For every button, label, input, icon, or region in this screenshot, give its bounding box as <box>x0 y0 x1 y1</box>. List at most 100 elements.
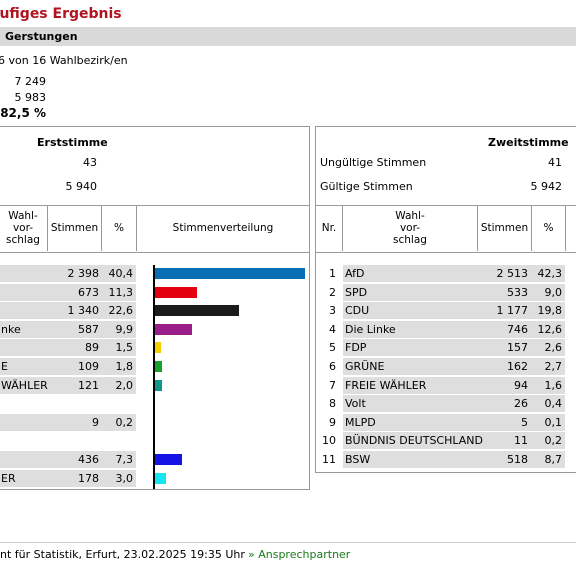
table-row <box>0 451 136 468</box>
party-name: FREIE WÄHLER <box>345 379 427 392</box>
party-name: ER <box>1 472 16 485</box>
table-row <box>343 432 565 449</box>
zweitstimme-panel: Zweitstimme Ungültige Stimmen 41 Gültige… <box>315 126 576 473</box>
party-name: AfD <box>345 267 365 280</box>
prozent-value: 11,3 <box>108 286 134 299</box>
table-row <box>343 395 565 412</box>
erststimme-ungueltig: 43 <box>83 156 97 169</box>
prozent-value: 9,0 <box>544 286 563 299</box>
stimmen-value: 157 <box>507 341 528 354</box>
table-row <box>343 321 565 338</box>
stimmen-bar <box>155 361 162 372</box>
zweitstimme-gueltig-label: Gültige Stimmen <box>320 180 413 193</box>
chart-axis <box>153 265 155 489</box>
header-nr: Nr. <box>321 222 337 234</box>
header-stimmen: Stimmen <box>50 222 99 234</box>
stimmen-value <box>51 395 99 412</box>
table-row <box>0 302 136 319</box>
prozent-value: 12,6 <box>537 323 563 336</box>
table-row <box>0 284 136 301</box>
wahlbeteiligung-value: 82,5 % <box>0 106 46 120</box>
page-title: äufiges Ergebnis <box>0 6 122 22</box>
prozent-value: 9,9 <box>115 323 134 336</box>
stimmen-value: 178 <box>78 472 99 485</box>
prozent-value: 1,6 <box>544 379 563 392</box>
header-prozent: % <box>114 222 124 234</box>
stimmen-value: 746 <box>507 323 528 336</box>
prozent-value: 2,0 <box>115 379 134 392</box>
stimmen-value: 533 <box>507 286 528 299</box>
footer-divider <box>0 542 576 543</box>
stimmen-value: 1 340 <box>67 304 100 317</box>
stimmen-bar <box>155 287 197 298</box>
stimmen-bar <box>155 305 239 316</box>
zweitstimme-ungueltig-label: Ungültige Stimmen <box>320 156 427 169</box>
party-name: CDU <box>345 304 370 317</box>
table-row <box>343 358 565 375</box>
prozent-value: 0,2 <box>544 434 563 447</box>
party-name: BÜNDNIS DEUTSCHLAND <box>345 434 483 447</box>
table-row <box>0 339 136 356</box>
prozent-value: 1,5 <box>115 341 134 354</box>
erststimme-header-row <box>0 205 309 253</box>
erststimme-gueltig: 5 940 <box>65 180 98 193</box>
stimmen-value: 26 <box>514 397 528 410</box>
prozent-value: 42,3 <box>537 267 563 280</box>
stimmen-bar <box>155 342 161 353</box>
table-row <box>0 265 136 282</box>
prozent-value: 40,4 <box>108 267 134 280</box>
party-nr: 11 <box>322 453 336 466</box>
stimmen-value: 2 398 <box>67 267 100 280</box>
stimmen-value: 121 <box>78 379 99 392</box>
waehler-value: 5 983 <box>14 91 47 104</box>
party-nr: 10 <box>322 434 336 447</box>
stimmen-bar <box>155 417 156 428</box>
stimmen-value: 587 <box>78 323 99 336</box>
zweitstimme-gueltig: 5 942 <box>530 180 563 193</box>
stimmen-bar <box>155 380 162 391</box>
header-wahlvorschlag: Wahl- vor- schlag <box>393 210 427 246</box>
party-name: FDP <box>345 341 367 354</box>
stimmen-value: 9 <box>92 416 99 429</box>
prozent-value: 22,6 <box>108 304 134 317</box>
stimmen-value: 94 <box>514 379 528 392</box>
party-name: GRÜNE <box>345 360 385 373</box>
prozent-value <box>103 395 133 412</box>
stimmen-value: 673 <box>78 286 99 299</box>
party-nr: 1 <box>329 267 336 280</box>
table-row <box>0 377 136 394</box>
ansprechpartner-link[interactable]: » Ansprechpartner <box>248 548 351 561</box>
prozent-value: 2,6 <box>544 341 563 354</box>
header-wahlvorschlag: Wahl- vor- schlag <box>6 210 40 246</box>
stimmen-value: 436 <box>78 453 99 466</box>
header-stimmen: Stimmen <box>480 222 529 234</box>
wahlberechtigte-value: 7 249 <box>14 75 47 88</box>
prozent-value: 0,1 <box>544 416 563 429</box>
table-row <box>343 451 565 468</box>
party-nr: 4 <box>329 323 336 336</box>
table-row <box>343 414 565 431</box>
stimmen-value: 5 <box>521 416 528 429</box>
prozent-value: 0,4 <box>544 397 563 410</box>
table-row <box>343 284 565 301</box>
party-name: E <box>1 360 8 373</box>
footer-source: nt für Statistik, Erfurt, 23.02.2025 19:… <box>0 548 245 561</box>
party-nr: 5 <box>329 341 336 354</box>
prozent-value: 8,7 <box>544 453 563 466</box>
prozent-value: 7,3 <box>115 453 134 466</box>
party-name: BSW <box>345 453 371 466</box>
party-name: SPD <box>345 286 368 299</box>
stimmen-value: 89 <box>85 341 99 354</box>
party-nr: 9 <box>329 416 336 429</box>
party-name: MLPD <box>345 416 376 429</box>
prozent-value: 1,8 <box>115 360 134 373</box>
party-name: Die Linke <box>345 323 396 336</box>
party-nr: 6 <box>329 360 336 373</box>
party-nr: 2 <box>329 286 336 299</box>
table-row <box>343 302 565 319</box>
table-row <box>0 321 136 338</box>
gemeinde-name: Gerstungen <box>5 30 78 43</box>
party-name: Volt <box>345 397 366 410</box>
zweitstimme-ungueltig: 41 <box>548 156 562 169</box>
prozent-value: 3,0 <box>115 472 134 485</box>
